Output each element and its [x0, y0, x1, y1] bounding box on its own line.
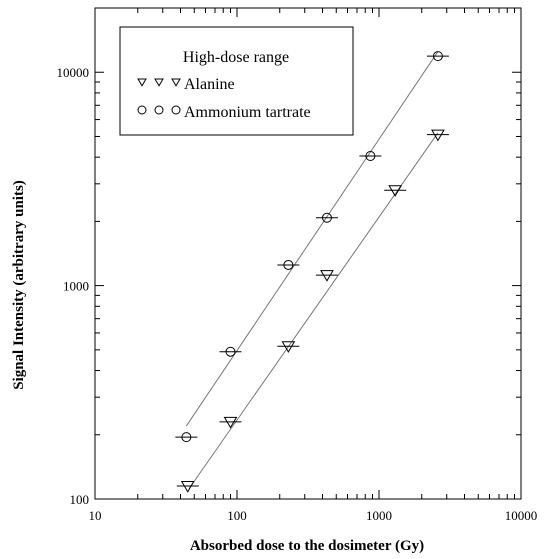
data-point-alanine: [180, 481, 195, 493]
data-point-ammonium-tartrate: [181, 432, 192, 443]
legend-marker-alanine: [137, 78, 147, 87]
plot-frame: [94, 7, 522, 500]
legend-marker-ammonium-tartrate: [171, 105, 181, 115]
data-point-alanine: [320, 270, 334, 282]
legend-markers: [137, 78, 181, 115]
ticks: [94, 7, 522, 500]
y-tick-label: 10000: [57, 65, 90, 80]
data-point-alanine: [223, 416, 238, 429]
data-point-alanine: [388, 185, 403, 197]
data-point-alanine: [281, 341, 296, 353]
data-marks: [175, 51, 449, 493]
legend-marker-ammonium-tartrate: [154, 105, 164, 115]
fit-lines: [185, 51, 439, 489]
data-point-ammonium-tartrate: [283, 259, 294, 270]
legend-label-ammonium-tartrate: Ammonium tartrate: [184, 104, 311, 121]
fit-line-alanine: [188, 132, 439, 489]
y-tick-label: 1000: [63, 279, 89, 294]
data-point-ammonium-tartrate: [225, 346, 236, 357]
axes: [94, 7, 522, 500]
data-point-ammonium-tartrate: [321, 212, 332, 223]
x-tick-label: 1000: [366, 508, 392, 523]
legend-marker-ammonium-tartrate: [137, 105, 147, 115]
fit-line-ammonium-tartrate: [185, 51, 439, 427]
legend-marker-alanine: [171, 78, 181, 87]
data-point-ammonium-tartrate: [365, 150, 376, 161]
y-tick-label: 100: [70, 492, 90, 507]
y-axis-label: Signal Intensity (arbitrary units): [11, 180, 27, 390]
legend-marker-alanine: [154, 78, 164, 87]
legend-title: High-dose range: [183, 49, 289, 66]
legend-box: [119, 26, 354, 136]
data-point-ammonium-tartrate: [432, 51, 443, 62]
data-point-alanine: [431, 129, 445, 142]
x-tick-label: 100: [227, 508, 247, 523]
x-tick-label: 10000: [505, 508, 538, 523]
legend-label-alanine: Alanine: [184, 76, 235, 93]
x-tick-label: 10: [89, 508, 102, 523]
x-axis-label: Absorbed dose to the dosimeter (Gy): [190, 538, 424, 554]
legend: High-dose range Alanine Ammonium tartrat…: [119, 26, 354, 136]
